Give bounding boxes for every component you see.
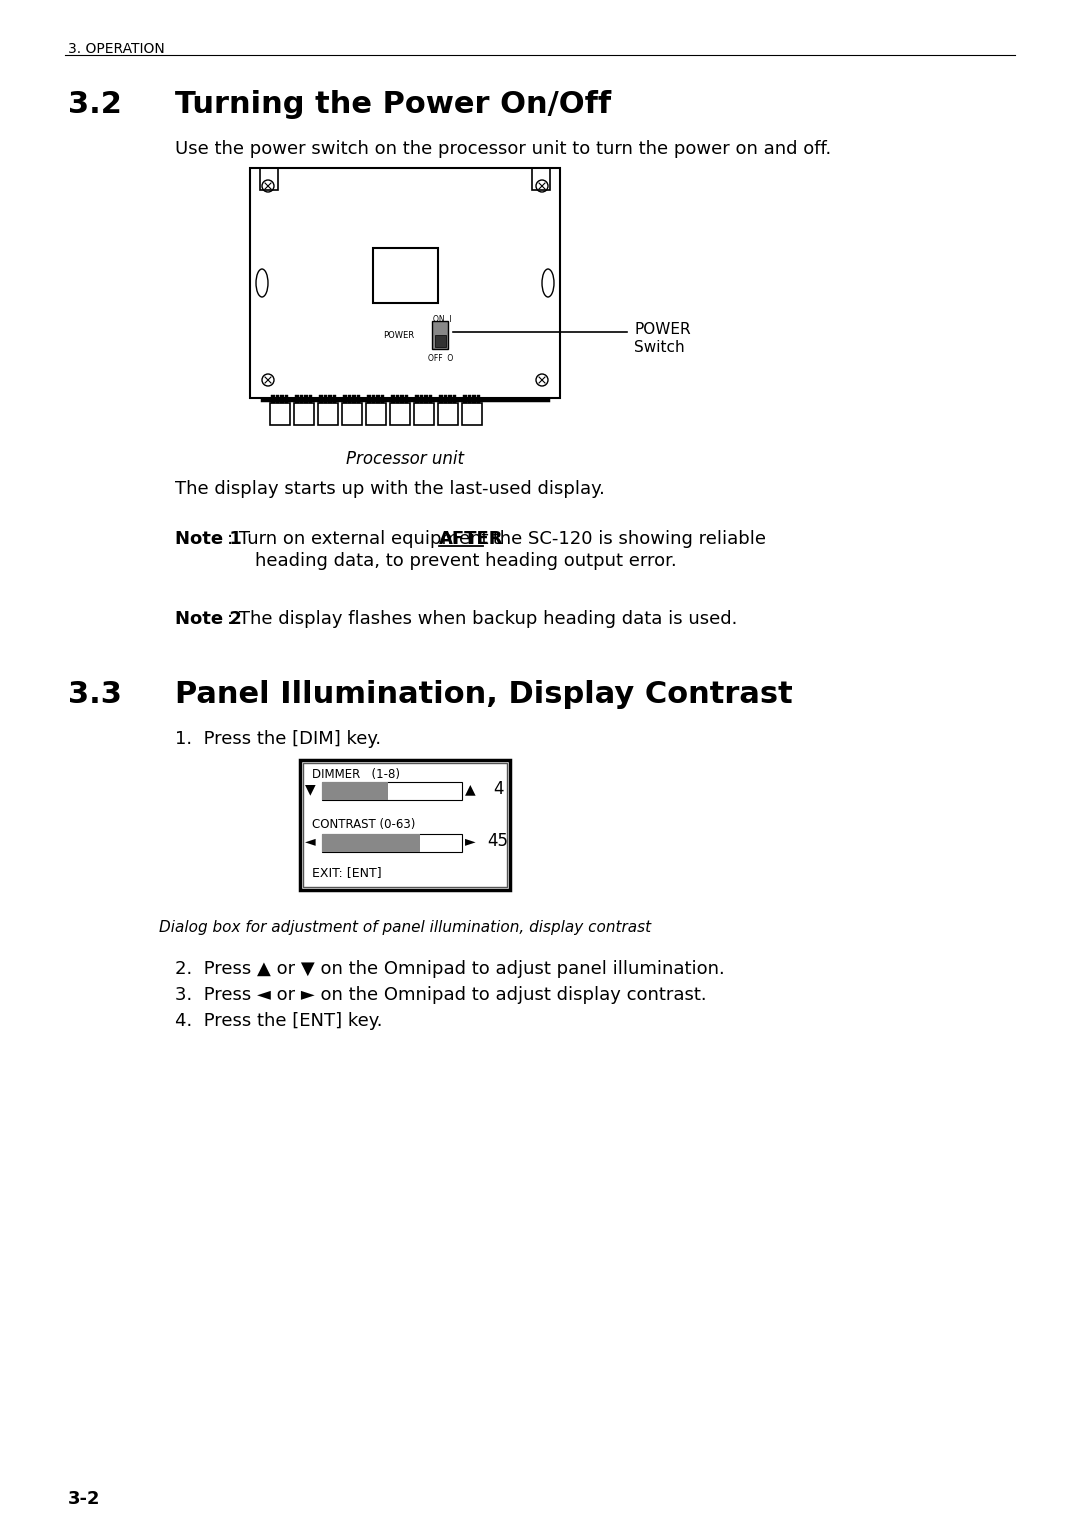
Bar <box>295 396 298 403</box>
Text: Note 2: Note 2 <box>175 610 242 628</box>
Bar <box>299 396 303 403</box>
Text: Dialog box for adjustment of panel illumination, display contrast: Dialog box for adjustment of panel illum… <box>159 920 651 935</box>
Bar <box>462 403 482 425</box>
Bar <box>275 396 279 403</box>
Bar <box>271 396 274 403</box>
Bar <box>319 396 323 403</box>
Text: POWER: POWER <box>634 322 690 338</box>
Text: 3.3: 3.3 <box>68 680 122 709</box>
Text: ◄: ◄ <box>305 834 315 848</box>
Bar <box>414 403 434 425</box>
Text: AFTER: AFTER <box>438 530 503 549</box>
Text: OFF  O: OFF O <box>429 354 454 364</box>
Bar <box>367 396 370 403</box>
Text: POWER: POWER <box>383 330 414 339</box>
Bar <box>309 396 312 403</box>
Text: Use the power switch on the processor unit to turn the power on and off.: Use the power switch on the processor un… <box>175 141 832 157</box>
Bar <box>294 403 314 425</box>
Text: Note 1: Note 1 <box>175 530 242 549</box>
Text: ►: ► <box>464 834 475 848</box>
Bar <box>432 321 448 348</box>
Bar <box>300 759 510 889</box>
Bar <box>322 834 420 853</box>
Text: 2.  Press ▲ or ▼ on the Omnipad to adjust panel illumination.: 2. Press ▲ or ▼ on the Omnipad to adjust… <box>175 960 725 978</box>
Text: 4.  Press the [ENT] key.: 4. Press the [ENT] key. <box>175 1012 382 1030</box>
Bar <box>318 403 338 425</box>
Bar <box>333 396 336 403</box>
Text: : Turn on external equipment: : Turn on external equipment <box>227 530 495 549</box>
Bar <box>270 403 291 425</box>
Bar <box>303 762 507 886</box>
Text: EXIT: [ENT]: EXIT: [ENT] <box>312 866 381 879</box>
Bar <box>453 396 456 403</box>
Bar <box>280 396 283 403</box>
Bar <box>435 335 446 347</box>
Bar <box>444 396 447 403</box>
Bar <box>429 396 432 403</box>
Text: 3. OPERATION: 3. OPERATION <box>68 41 165 57</box>
Bar <box>463 396 467 403</box>
Bar <box>472 396 475 403</box>
Bar <box>356 396 360 403</box>
Bar <box>405 396 408 403</box>
Bar <box>284 396 288 403</box>
Text: the SC-120 is showing reliable: the SC-120 is showing reliable <box>487 530 766 549</box>
Text: CONTRAST (0-63): CONTRAST (0-63) <box>312 817 416 831</box>
Text: Processor unit: Processor unit <box>346 451 464 468</box>
Text: ON  I: ON I <box>433 315 451 324</box>
Bar <box>373 248 438 303</box>
Bar <box>322 782 462 801</box>
Text: ▲: ▲ <box>464 782 475 796</box>
Bar <box>249 168 561 397</box>
Text: 45: 45 <box>487 833 509 850</box>
Bar <box>438 396 443 403</box>
Bar <box>343 396 347 403</box>
Bar <box>322 834 462 853</box>
Text: 4: 4 <box>492 779 503 798</box>
Text: Panel Illumination, Display Contrast: Panel Illumination, Display Contrast <box>175 680 793 709</box>
Bar <box>438 403 458 425</box>
Bar <box>380 396 384 403</box>
Text: DIMMER   (1-8): DIMMER (1-8) <box>312 769 400 781</box>
Bar <box>400 396 404 403</box>
Bar <box>352 396 355 403</box>
Bar <box>476 396 480 403</box>
Bar <box>348 396 351 403</box>
Bar <box>395 396 399 403</box>
Bar <box>366 403 386 425</box>
Text: 3.  Press ◄ or ► on the Omnipad to adjust display contrast.: 3. Press ◄ or ► on the Omnipad to adjust… <box>175 986 706 1004</box>
Text: Turning the Power On/Off: Turning the Power On/Off <box>175 90 611 119</box>
Bar <box>532 168 550 189</box>
Text: 3.2: 3.2 <box>68 90 122 119</box>
Bar <box>448 396 451 403</box>
Text: Switch: Switch <box>634 341 685 354</box>
Bar <box>391 396 394 403</box>
Text: : The display flashes when backup heading data is used.: : The display flashes when backup headin… <box>227 610 738 628</box>
Bar <box>424 396 428 403</box>
Text: 3-2: 3-2 <box>68 1490 100 1508</box>
Bar <box>342 403 362 425</box>
Bar <box>468 396 471 403</box>
Bar <box>328 396 332 403</box>
Bar <box>260 168 278 189</box>
Bar <box>324 396 327 403</box>
Bar <box>390 403 410 425</box>
Text: 1.  Press the [DIM] key.: 1. Press the [DIM] key. <box>175 730 381 749</box>
Bar <box>372 396 375 403</box>
Text: heading data, to prevent heading output error.: heading data, to prevent heading output … <box>255 552 677 570</box>
Bar <box>376 396 379 403</box>
Bar <box>419 396 423 403</box>
Bar <box>415 396 419 403</box>
Bar <box>322 782 388 801</box>
Text: The display starts up with the last-used display.: The display starts up with the last-used… <box>175 480 605 498</box>
Bar <box>303 396 308 403</box>
Text: ▼: ▼ <box>305 782 315 796</box>
